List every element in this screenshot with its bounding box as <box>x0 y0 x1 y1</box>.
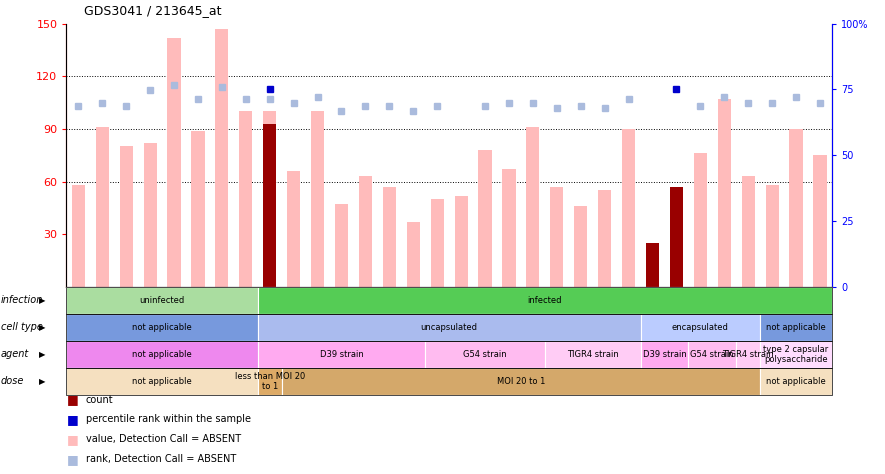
Text: ■: ■ <box>66 433 78 446</box>
Text: G54 strain: G54 strain <box>690 350 734 359</box>
Bar <box>311 111 324 287</box>
Bar <box>239 111 252 287</box>
Text: infection: infection <box>1 295 43 305</box>
Text: infected: infected <box>527 296 562 305</box>
Bar <box>287 171 300 287</box>
Text: ▶: ▶ <box>39 296 45 305</box>
Bar <box>119 146 133 287</box>
Text: rank, Detection Call = ABSENT: rank, Detection Call = ABSENT <box>86 454 236 465</box>
Text: not applicable: not applicable <box>132 377 192 386</box>
Text: uninfected: uninfected <box>140 296 185 305</box>
Bar <box>263 124 276 287</box>
Text: percentile rank within the sample: percentile rank within the sample <box>86 414 250 425</box>
Bar <box>789 129 803 287</box>
Text: ■: ■ <box>66 453 78 466</box>
Bar <box>622 129 635 287</box>
Bar <box>191 131 204 287</box>
Bar <box>694 154 707 287</box>
Text: uncapsulated: uncapsulated <box>420 323 478 332</box>
Text: D39 strain: D39 strain <box>319 350 364 359</box>
Text: TIGR4 strain: TIGR4 strain <box>566 350 619 359</box>
Text: type 2 capsular
polysaccharide: type 2 capsular polysaccharide <box>764 345 828 364</box>
Bar <box>813 155 827 287</box>
Text: GDS3041 / 213645_at: GDS3041 / 213645_at <box>84 4 221 17</box>
Bar <box>167 38 181 287</box>
Bar <box>479 150 491 287</box>
Text: agent: agent <box>1 349 29 359</box>
Bar <box>646 243 659 287</box>
Bar <box>358 176 372 287</box>
Bar <box>742 176 755 287</box>
Bar <box>72 185 85 287</box>
Text: count: count <box>86 394 113 405</box>
Text: value, Detection Call = ABSENT: value, Detection Call = ABSENT <box>86 434 241 445</box>
Text: G54 strain: G54 strain <box>463 350 507 359</box>
Text: not applicable: not applicable <box>766 323 826 332</box>
Bar <box>646 243 659 287</box>
Bar <box>263 111 276 287</box>
Text: MOI 20 to 1: MOI 20 to 1 <box>496 377 545 386</box>
Text: dose: dose <box>1 376 24 386</box>
Bar <box>455 196 467 287</box>
Text: encapsulated: encapsulated <box>672 323 728 332</box>
Text: ■: ■ <box>66 393 78 406</box>
Bar <box>96 127 109 287</box>
Text: not applicable: not applicable <box>132 323 192 332</box>
Bar <box>335 204 348 287</box>
Bar <box>431 199 443 287</box>
Bar <box>527 127 540 287</box>
Bar <box>215 29 228 287</box>
Bar <box>670 234 683 287</box>
Bar <box>574 206 588 287</box>
Text: not applicable: not applicable <box>766 377 826 386</box>
Bar <box>718 99 731 287</box>
Bar <box>766 185 779 287</box>
Bar <box>382 187 396 287</box>
Text: ▶: ▶ <box>39 323 45 332</box>
Bar <box>670 187 683 287</box>
Bar <box>550 187 564 287</box>
Bar <box>407 222 419 287</box>
Text: D39 strain: D39 strain <box>643 350 686 359</box>
Text: ▶: ▶ <box>39 350 45 359</box>
Text: TIGR4 strain: TIGR4 strain <box>722 350 774 359</box>
Text: less than MOI 20
to 1: less than MOI 20 to 1 <box>235 372 304 391</box>
Text: ■: ■ <box>66 413 78 426</box>
Bar <box>503 169 516 287</box>
Text: ▶: ▶ <box>39 377 45 386</box>
Bar <box>598 191 612 287</box>
Text: not applicable: not applicable <box>132 350 192 359</box>
Text: cell type: cell type <box>1 322 42 332</box>
Bar <box>143 143 157 287</box>
